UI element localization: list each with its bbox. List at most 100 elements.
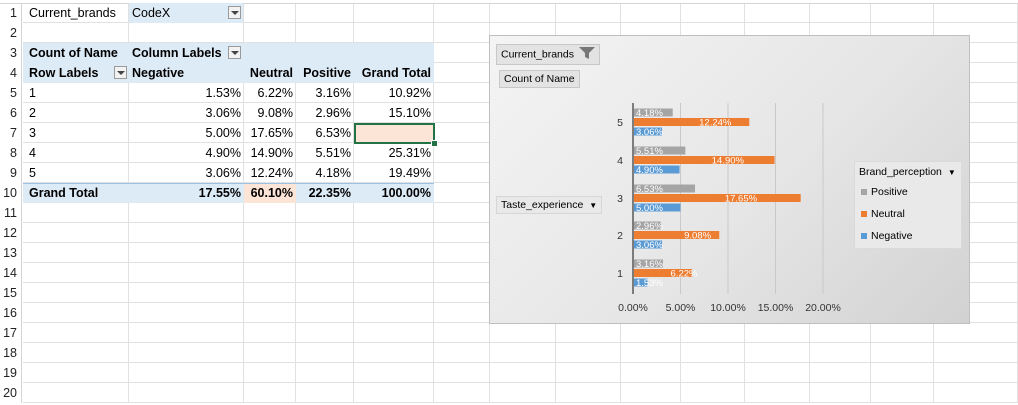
row-header[interactable]: 17 (0, 323, 22, 343)
grid-cell[interactable] (244, 363, 296, 383)
grid-cell[interactable] (810, 363, 871, 383)
grid-cell[interactable] (354, 203, 434, 223)
grid-cell[interactable] (296, 243, 354, 263)
legend-item-negative[interactable]: Negative (861, 230, 912, 244)
grid-cell[interactable] (871, 343, 934, 363)
grid-cell[interactable] (23, 3, 129, 23)
grid-cell[interactable] (434, 83, 490, 103)
grid-cell[interactable] (871, 323, 934, 343)
grid-cell[interactable] (129, 83, 244, 103)
row-header[interactable]: 20 (0, 383, 22, 403)
grid-cell[interactable] (129, 163, 244, 183)
grid-cell[interactable] (244, 223, 296, 243)
row-header[interactable]: 18 (0, 343, 22, 363)
grid-cell[interactable] (434, 143, 490, 163)
grid-cell[interactable] (556, 3, 621, 23)
grid-cell[interactable] (23, 283, 129, 303)
grid-cell[interactable] (556, 363, 621, 383)
grid-cell[interactable] (23, 303, 129, 323)
row-header[interactable]: 12 (0, 223, 22, 243)
grid-cell[interactable] (129, 323, 244, 343)
grid-cell[interactable] (354, 243, 434, 263)
grid-cell[interactable] (244, 303, 296, 323)
grid-cell[interactable] (810, 343, 871, 363)
row-header[interactable]: 9 (0, 163, 22, 183)
grid-cell[interactable] (434, 23, 490, 43)
row-header[interactable]: 10 (0, 183, 22, 203)
grid-cell[interactable] (129, 243, 244, 263)
grid-cell[interactable] (354, 363, 434, 383)
chart-filter-button[interactable]: Current_brands (496, 44, 600, 65)
grid-cell[interactable] (244, 163, 296, 183)
selected-cell-border[interactable] (354, 123, 435, 144)
grid-cell[interactable] (23, 223, 129, 243)
grid-cell[interactable] (810, 323, 871, 343)
grid-cell[interactable] (244, 383, 296, 403)
grid-cell[interactable] (129, 303, 244, 323)
grid-cell[interactable] (490, 383, 556, 403)
row-header[interactable]: 5 (0, 83, 22, 103)
grid-cell[interactable] (296, 363, 354, 383)
grid-cell[interactable] (244, 243, 296, 263)
grid-cell[interactable] (23, 263, 129, 283)
grid-cell[interactable] (745, 3, 810, 23)
chart-value-button[interactable]: Count of Name (499, 70, 580, 88)
grid-cell[interactable] (434, 383, 490, 403)
grid-cell[interactable] (23, 323, 129, 343)
pivot-filter-dropdown-icon[interactable] (228, 6, 241, 19)
grid-cell[interactable] (129, 103, 244, 123)
grid-cell[interactable] (871, 363, 934, 383)
grid-cell[interactable] (244, 203, 296, 223)
grid-cell[interactable] (434, 243, 490, 263)
grid-cell[interactable] (23, 123, 129, 143)
grid-cell[interactable] (23, 343, 129, 363)
grid-cell[interactable] (23, 243, 129, 263)
grid-cell[interactable] (434, 283, 490, 303)
grid-cell[interactable] (354, 383, 434, 403)
grid-cell[interactable] (23, 163, 129, 183)
row-header[interactable]: 14 (0, 263, 22, 283)
grid-cell[interactable] (244, 263, 296, 283)
grid-cell[interactable] (556, 323, 621, 343)
grid-cell[interactable] (296, 3, 354, 23)
grid-cell[interactable] (296, 23, 354, 43)
grid-cell[interactable] (129, 343, 244, 363)
grid-cell[interactable] (434, 323, 490, 343)
grid-cell[interactable] (434, 63, 490, 83)
grid-cell[interactable] (296, 323, 354, 343)
grid-cell[interactable] (129, 143, 244, 163)
grid-cell[interactable] (354, 223, 434, 243)
grid-cell[interactable] (296, 303, 354, 323)
grid-cell[interactable] (934, 363, 1018, 383)
grid-cell[interactable] (490, 343, 556, 363)
grid-cell[interactable] (296, 83, 354, 103)
pivot-filter-value-cell[interactable] (129, 3, 243, 23)
grid-cell[interactable] (434, 303, 490, 323)
grid-cell[interactable] (244, 23, 296, 43)
grid-cell[interactable] (244, 283, 296, 303)
grid-cell[interactable] (810, 3, 871, 23)
grid-cell[interactable] (621, 3, 681, 23)
grid-cell[interactable] (354, 263, 434, 283)
grid-cell[interactable] (434, 163, 490, 183)
grid-cell[interactable] (621, 323, 681, 343)
grid-cell[interactable] (434, 3, 490, 23)
grid-cell[interactable] (490, 323, 556, 343)
grid-cell[interactable] (354, 3, 434, 23)
grid-cell[interactable] (745, 343, 810, 363)
legend-item-neutral[interactable]: Neutral (861, 208, 905, 222)
legend-title-field[interactable]: Brand_perception ▼ (859, 166, 956, 178)
pivot-chart[interactable]: Current_brands Count of Name Taste_exper… (489, 35, 970, 324)
row-header[interactable]: 1 (0, 3, 22, 23)
grid-cell[interactable] (934, 343, 1018, 363)
grid-cell[interactable] (934, 323, 1018, 343)
grid-cell[interactable] (354, 163, 434, 183)
grid-cell[interactable] (23, 83, 129, 103)
grid-cell[interactable] (354, 143, 434, 163)
grid-cell[interactable] (23, 103, 129, 123)
grid-cell[interactable] (244, 143, 296, 163)
grid-cell[interactable] (244, 343, 296, 363)
row-header[interactable]: 2 (0, 23, 22, 43)
row-header[interactable]: 15 (0, 283, 22, 303)
grid-cell[interactable] (934, 383, 1018, 403)
